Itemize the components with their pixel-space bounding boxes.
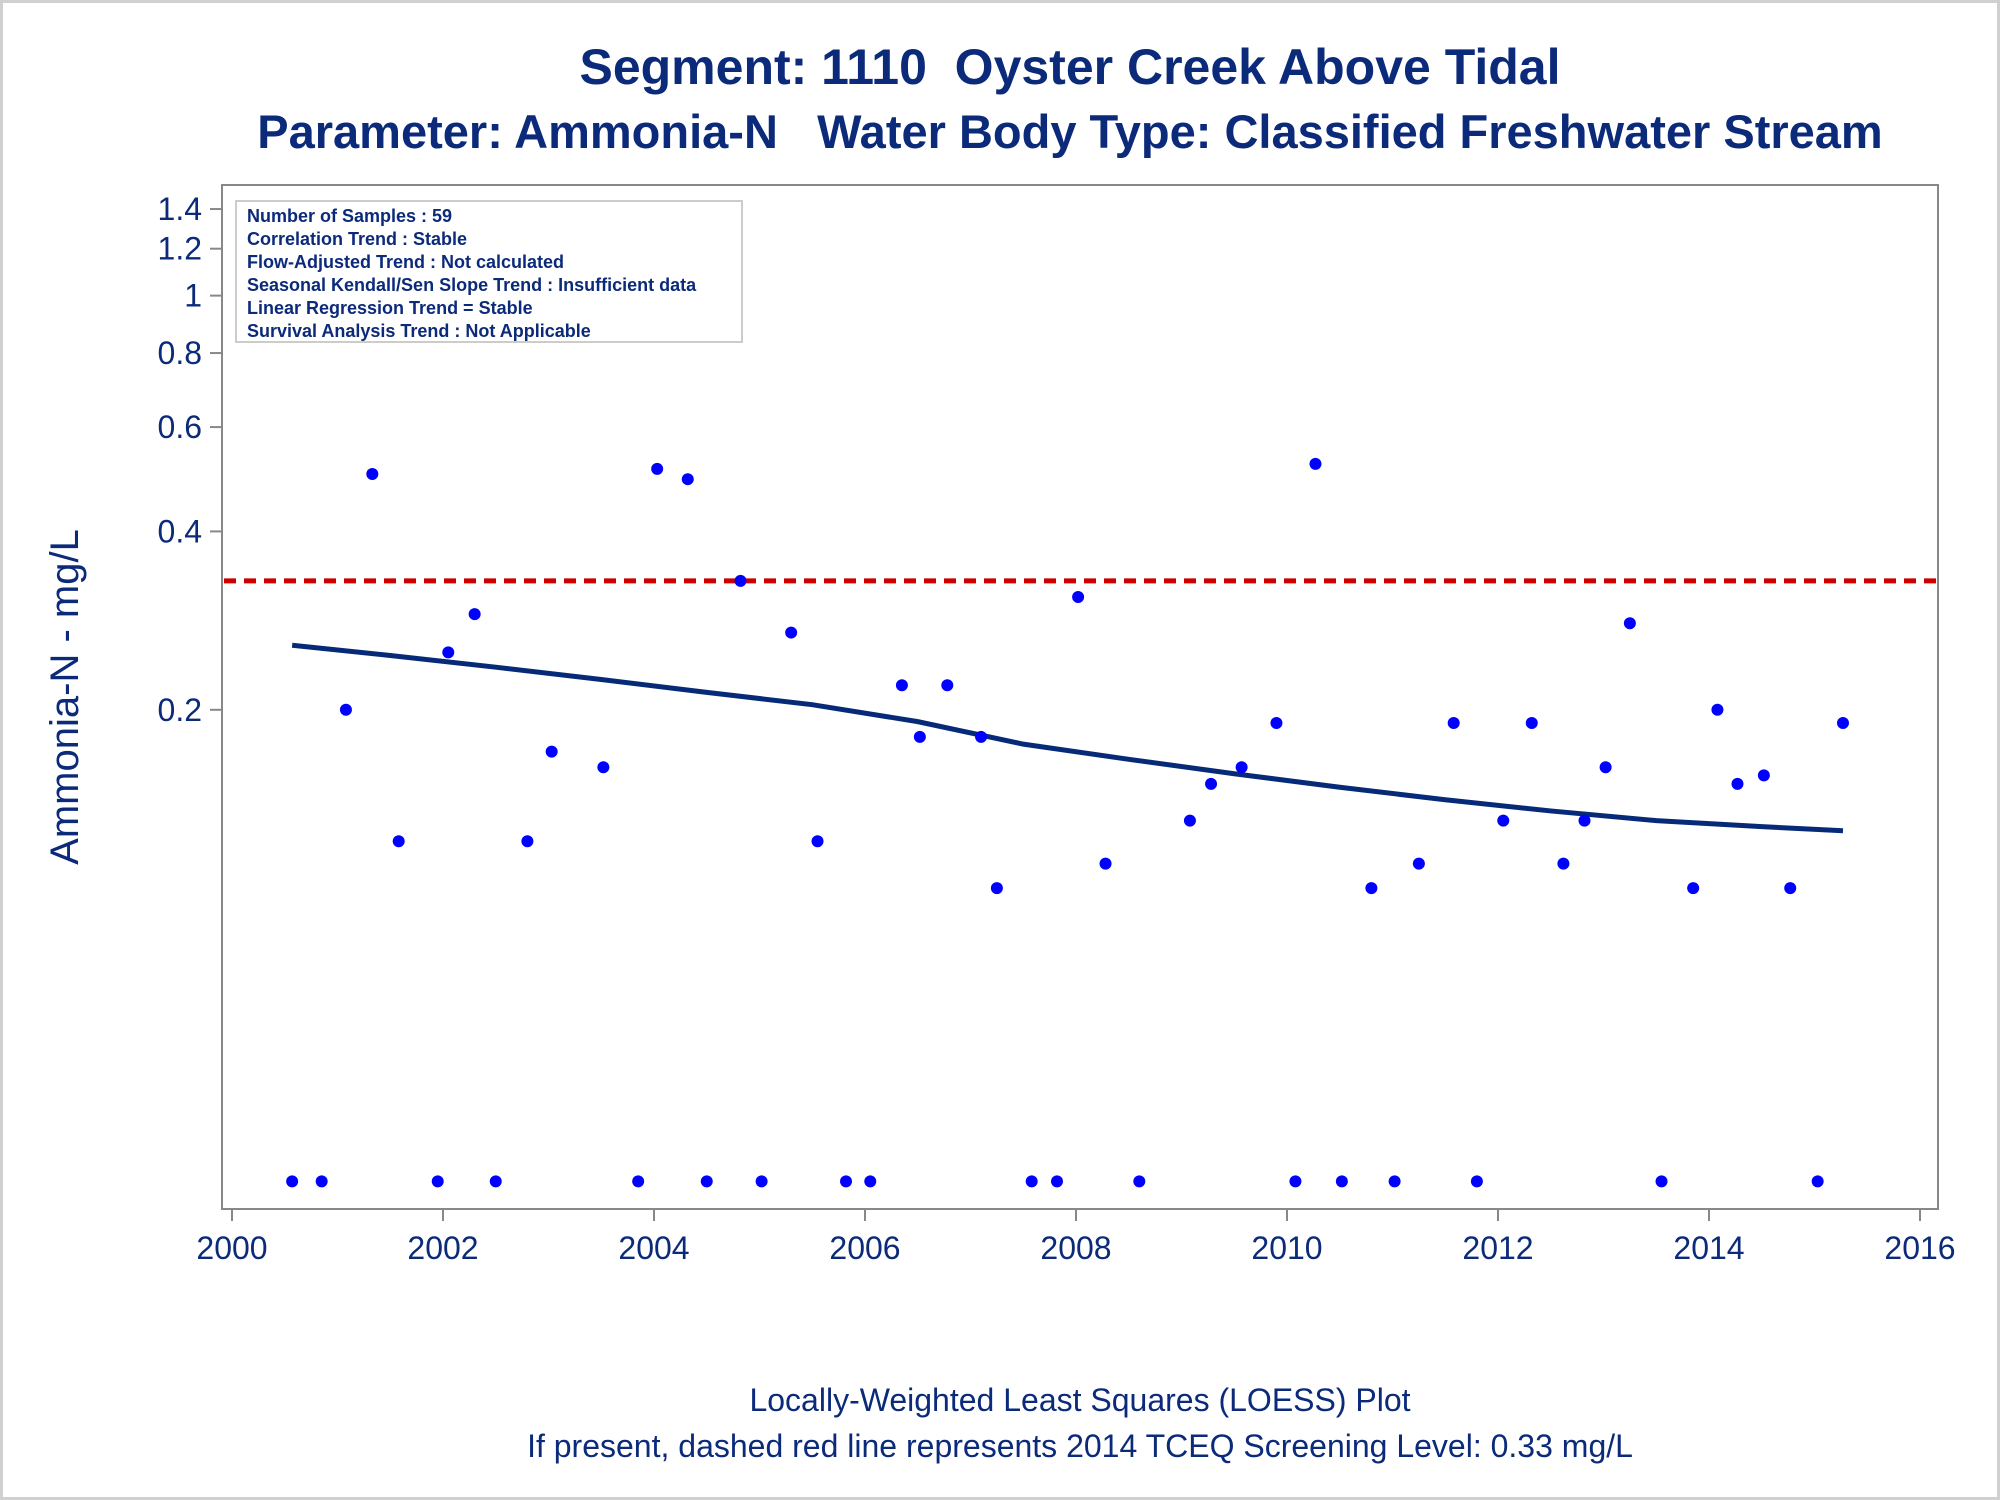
data-point [1133,1175,1146,1188]
data-point [1525,716,1538,729]
data-point [632,1175,645,1188]
data-point [489,1175,502,1188]
data-point [975,730,988,743]
data-point [1289,1175,1302,1188]
x-tick-label: 2006 [829,1230,900,1266]
data-point [1470,1175,1483,1188]
data-point [392,835,405,848]
legend-border [235,200,743,343]
loess-trend-line [291,642,1844,834]
data-point [651,462,664,475]
y-tick-label: 1.2 [158,231,202,267]
data-point [1365,882,1378,895]
y-tick-label: 0.6 [158,409,202,445]
data-point [990,882,1003,895]
y-axis-label: Ammonia-N - mg/L [43,529,87,865]
legend-line: Flow-Adjusted Trend : Not calculated [247,252,564,272]
data-point [1623,617,1636,630]
data-point [339,703,352,716]
y-tick-label: 0.8 [158,335,202,371]
x-tick-label: 2004 [618,1230,689,1266]
x-tick-label: 2008 [1040,1230,1111,1266]
data-point [1655,1175,1668,1188]
data-point [840,1175,853,1188]
chart-title: Segment: 1110 Oyster Creek Above Tidal [579,39,1561,95]
data-point [1051,1175,1064,1188]
data-point [681,473,694,486]
legend-line: Survival Analysis Trend : Not Applicable [247,321,591,341]
data-point [1578,814,1591,827]
y-tick-label: 0.2 [158,692,202,728]
data-point [1811,1175,1824,1188]
legend-line: Seasonal Kendall/Sen Slope Trend : Insuf… [247,275,697,295]
data-point [1557,857,1570,870]
x-axis: 2000 2002 2004 2006 2008 2010 2012 2014 2016 [196,1209,1956,1266]
footnote-loess: Locally-Weighted Least Squares (LOESS) P… [749,1382,1411,1418]
x-tick-label: 2000 [196,1230,267,1266]
data-points [286,206,1849,1188]
data-point [442,646,455,659]
x-tick-label: 2002 [407,1230,478,1266]
data-point [1599,761,1612,774]
data-point [811,835,824,848]
data-point [1388,1175,1401,1188]
data-point [286,1175,299,1188]
y-tick-label: 1 [184,278,202,314]
x-tick-label: 2012 [1462,1230,1533,1266]
data-point [1687,882,1700,895]
y-tick-label: 0.4 [158,513,202,549]
x-tick-label: 2010 [1251,1230,1322,1266]
data-point [700,1175,713,1188]
y-tick-label: 1.4 [158,191,202,227]
data-point [913,730,926,743]
data-point [1784,882,1797,895]
chart-subtitle: Parameter: Ammonia-N Water Body Type: Cl… [257,105,1883,158]
x-tick-label: 2016 [1884,1230,1955,1266]
data-point [895,679,908,692]
data-point [1183,814,1196,827]
data-point [1757,769,1770,782]
legend-box: Number of Samples : 59 Correlation Trend … [235,200,743,343]
data-point [1205,777,1218,790]
data-point [785,626,798,639]
x-tick-label: 2014 [1673,1230,1744,1266]
data-point [1731,777,1744,790]
y-axis: 0.2 0.4 0.6 0.8 1 1.2 1.4 [158,191,222,728]
data-point [1335,1175,1348,1188]
data-point [1497,814,1510,827]
data-point [1072,591,1085,604]
data-point [941,679,954,692]
data-point [755,1175,768,1188]
plot-area [221,184,1939,1210]
data-point [545,745,558,758]
data-point [1412,857,1425,870]
legend-line: Linear Regression Trend = Stable [247,298,533,318]
footnote-screening-level: If present, dashed red line represents 2… [527,1428,1633,1464]
data-point [1836,716,1849,729]
data-point [521,835,534,848]
legend-line: Number of Samples : 59 [247,206,452,226]
data-point [1309,457,1322,470]
data-point [1235,761,1248,774]
data-point [366,467,379,480]
data-point [1270,716,1283,729]
data-point [1025,1175,1038,1188]
data-point [734,574,747,587]
data-point [864,1175,877,1188]
data-point [468,608,481,621]
data-point [315,1175,328,1188]
data-point [1447,716,1460,729]
legend-line: Correlation Trend : Stable [247,229,467,249]
data-point [431,1175,444,1188]
data-point [597,761,610,774]
data-point [1711,703,1724,716]
data-point [1099,857,1112,870]
